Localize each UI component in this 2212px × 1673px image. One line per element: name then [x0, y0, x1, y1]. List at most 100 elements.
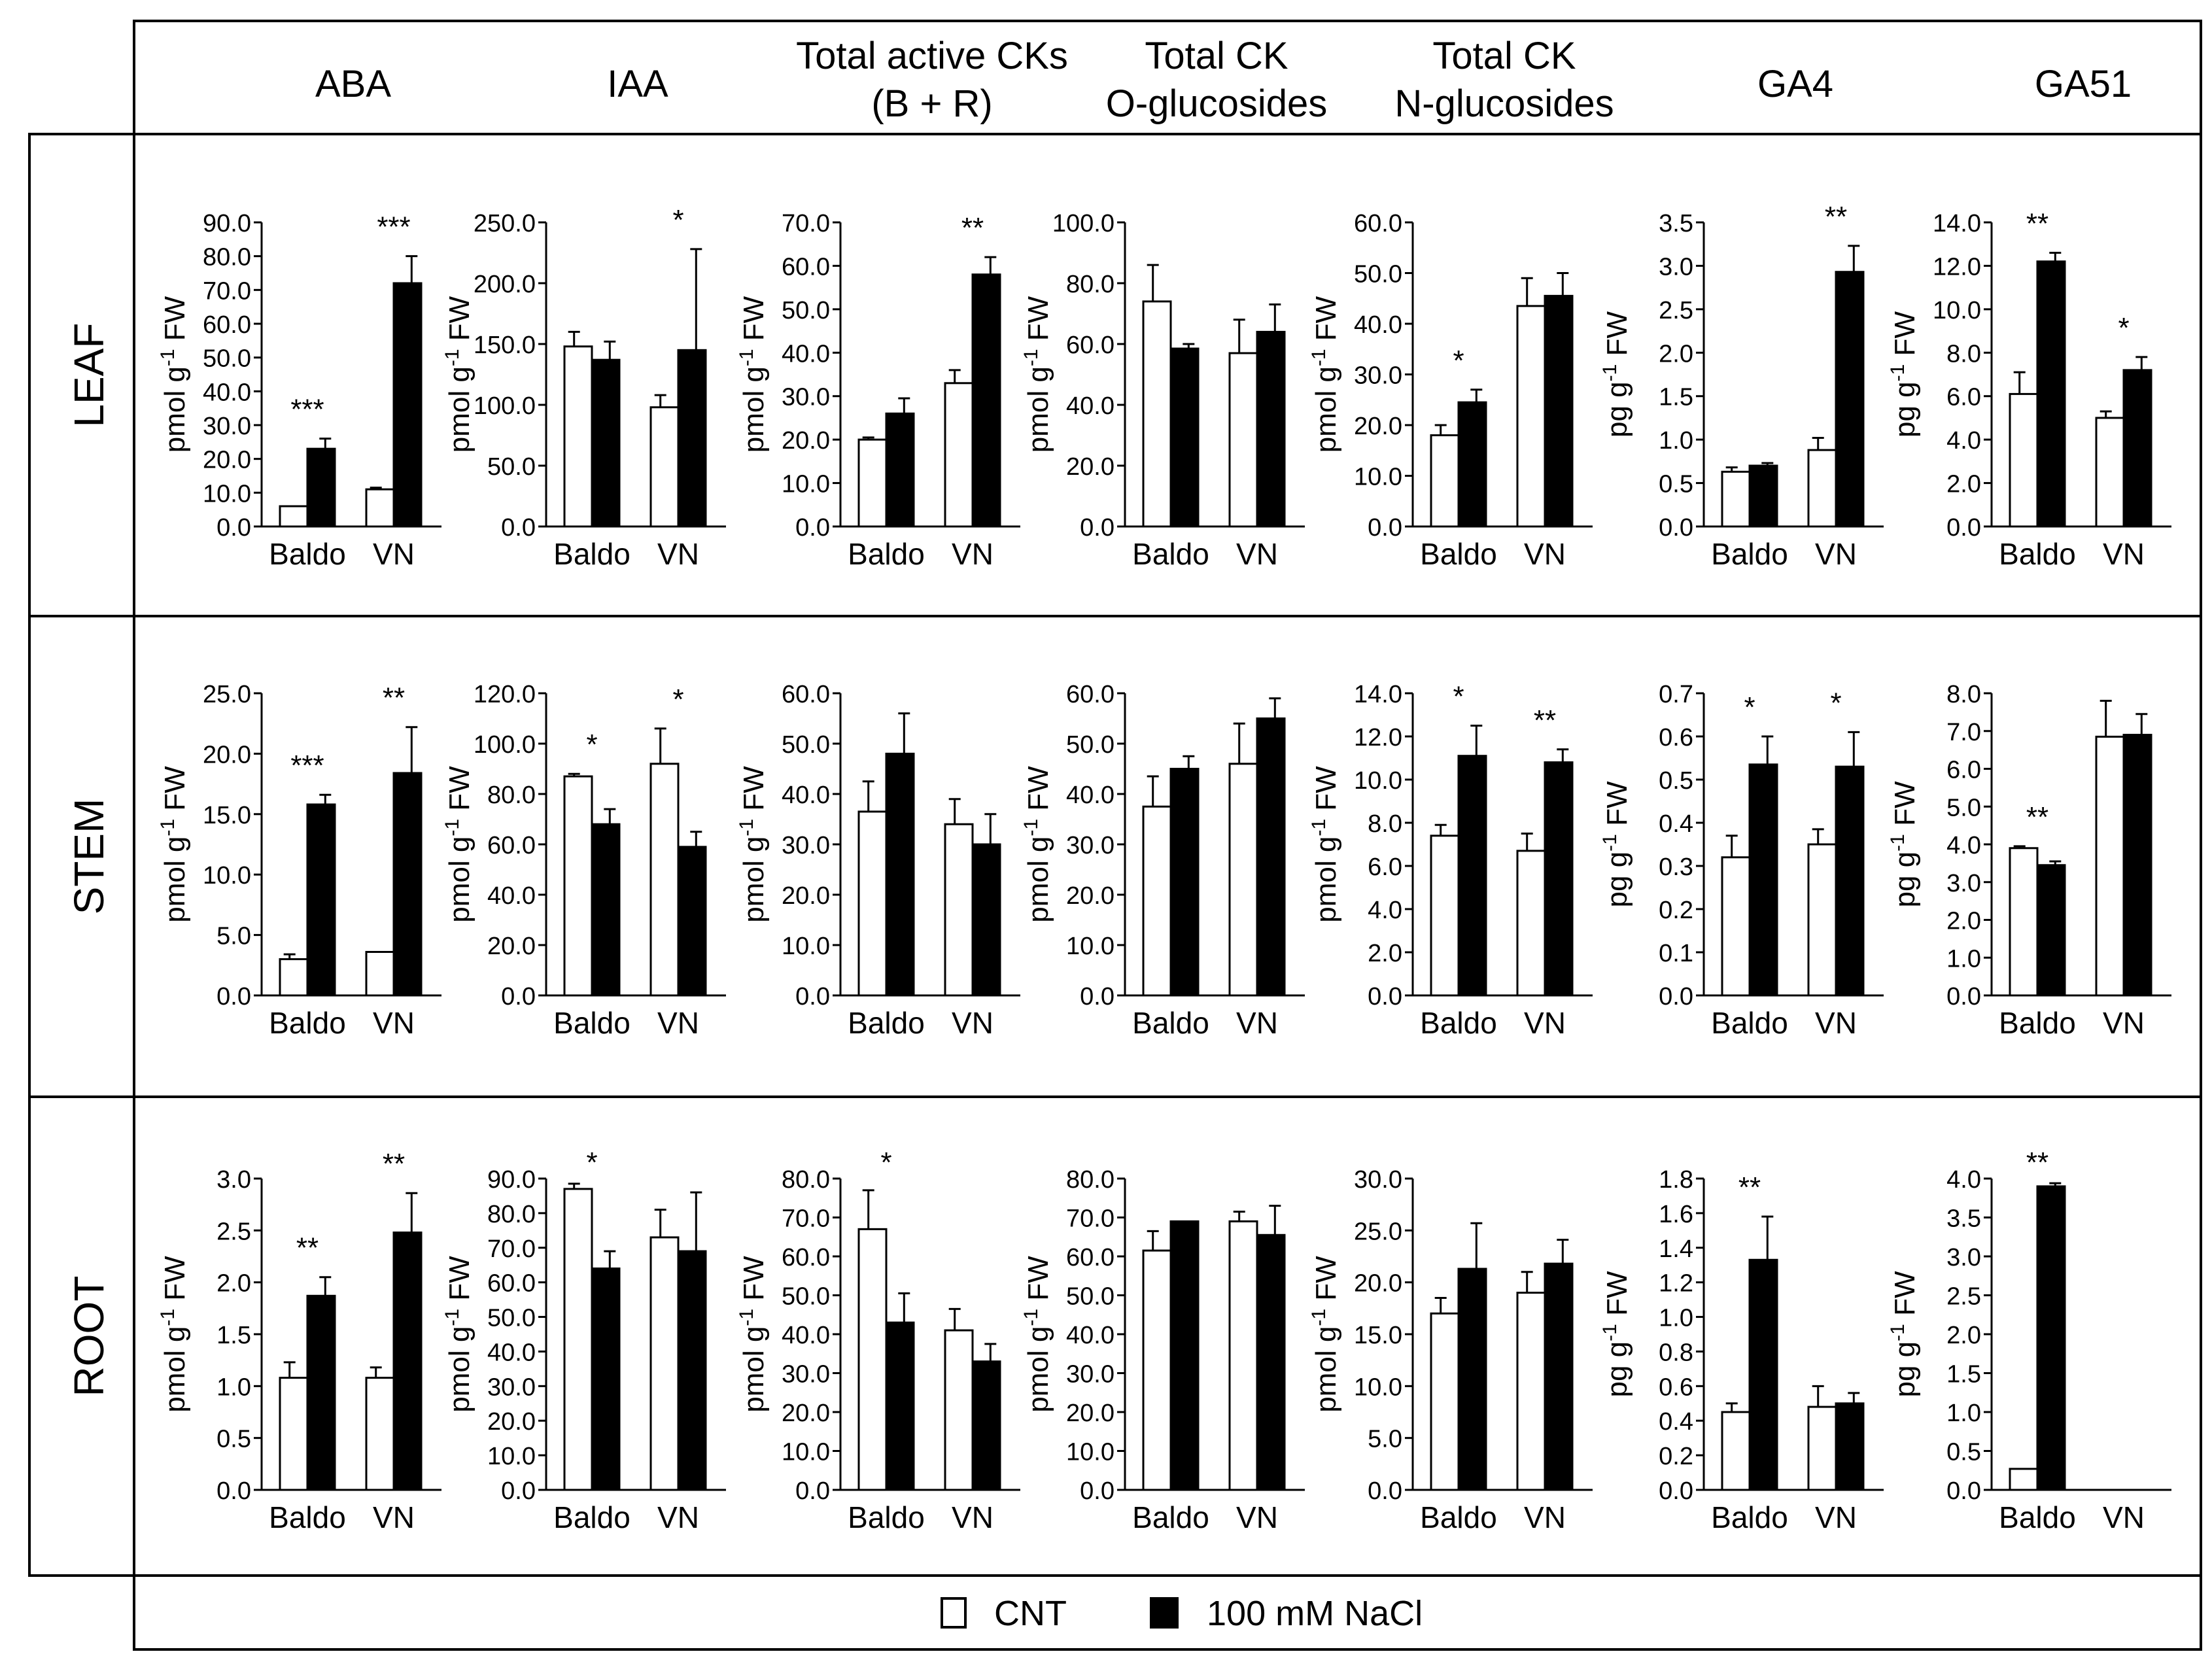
y-tick-label: 4.0: [1368, 897, 1402, 924]
bar-cnt: [365, 1377, 395, 1491]
y-tick-label: 70.0: [1066, 1205, 1115, 1233]
x-category-label: Baldo: [1132, 537, 1209, 571]
bar-cnt: [1721, 856, 1751, 997]
y-axis-label-sup: -1: [1599, 364, 1621, 382]
bar-nacl: [2122, 369, 2152, 528]
bar-cnt: [1430, 434, 1460, 528]
y-tick-label: 12.0: [1354, 724, 1402, 751]
column-header: GA4: [1757, 63, 1833, 105]
y-axis-label-sup: -1: [441, 349, 463, 366]
y-tick-label: 1.5: [1946, 1361, 1981, 1388]
bar-cnt: [2009, 847, 2039, 997]
legend-label-nacl: 100 mM NaCl: [1207, 1594, 1423, 1633]
y-axis-label-sup: -1: [157, 1309, 179, 1326]
x-category-label: VN: [952, 1500, 994, 1534]
bar-cnt: [279, 505, 309, 528]
x-category-label: VN: [1236, 1500, 1278, 1534]
y-tick-label: 50.0: [1354, 261, 1402, 288]
y-tick-label: 4.0: [1946, 1166, 1981, 1194]
x-category-label: Baldo: [1999, 1006, 2076, 1040]
y-tick-label: 50.0: [487, 1305, 536, 1332]
y-tick-label: 30.0: [1066, 832, 1115, 859]
figure-frame: [28, 20, 2202, 1651]
y-tick-label: 120.0: [474, 681, 536, 708]
y-tick-label: 4.0: [1946, 832, 1981, 859]
y-axis-label-sup: -1: [1308, 819, 1330, 836]
bar-nacl: [677, 1250, 707, 1491]
y-tick-label: 7.0: [1946, 719, 1981, 746]
bar-cnt: [1807, 1406, 1837, 1491]
y-axis-label-sup: -1: [1599, 834, 1621, 852]
bar-nacl: [1256, 330, 1286, 528]
y-tick-label: 0.0: [501, 983, 536, 1010]
significance-marker: *: [672, 204, 683, 236]
y-tick-label: 1.4: [1659, 1235, 1693, 1263]
bar-cnt: [1516, 1292, 1546, 1491]
y-tick-label: 30.0: [1066, 1361, 1115, 1388]
significance-marker: **: [296, 1232, 319, 1264]
x-category-label: VN: [373, 1500, 415, 1534]
y-tick-label: 90.0: [487, 1166, 536, 1194]
y-axis-label: pmol g-1 FW: [736, 296, 770, 453]
x-category-label: Baldo: [553, 537, 631, 571]
x-category-label: Baldo: [848, 537, 925, 571]
y-tick-label: 40.0: [1066, 1322, 1115, 1349]
y-axis-label-part: pg g: [1601, 1341, 1633, 1398]
y-tick-label: 60.0: [782, 253, 830, 281]
bar-cnt: [1807, 843, 1837, 997]
y-axis-label-part: FW: [1310, 766, 1342, 819]
x-category-label: Baldo: [553, 1006, 631, 1040]
significance-marker: *: [1744, 691, 1755, 723]
x-category-label: VN: [952, 1006, 994, 1040]
y-tick-label: 80.0: [487, 1201, 536, 1228]
significance-marker: *: [1453, 345, 1464, 377]
y-axis-label-part: FW: [159, 1256, 191, 1309]
panel-stem-4: 0.0 2.0 4.0 6.0 8.0 10.0 12.0 14.0 pmol g-1 FW * B…: [1308, 681, 1593, 1040]
x-category-label: VN: [1524, 1006, 1566, 1040]
bar-nacl: [1169, 768, 1200, 997]
y-tick-label: 20.0: [1354, 413, 1402, 440]
y-axis-label-sup: -1: [157, 819, 179, 836]
panel-root-1: 0.0 10.0 20.0 30.0 40.0 50.0 60.0 70.0 80.0 90.0 p…: [441, 1147, 726, 1534]
y-tick-label: 10.0: [203, 480, 251, 508]
y-tick-label: 10.0: [782, 933, 830, 960]
y-tick-label: 90.0: [203, 210, 251, 237]
y-tick-label: 5.0: [216, 923, 251, 950]
y-tick-label: 0.5: [1659, 471, 1693, 498]
y-axis-label-sup: -1: [1308, 1309, 1330, 1326]
legend-label-cnt: CNT: [994, 1594, 1067, 1633]
y-axis-label-part: FW: [1889, 781, 1921, 834]
y-axis-label: pmol g-1 FW: [1020, 1256, 1054, 1413]
y-axis-label-part: FW: [1889, 1271, 1921, 1324]
bar-nacl: [971, 273, 1001, 528]
x-category-label: Baldo: [1132, 1006, 1209, 1040]
y-axis-label-part: FW: [1022, 766, 1054, 819]
panel-leaf-0: 0.0 10.0 20.0 30.0 40.0 50.0 60.0 70.0 80.0 90.0 p…: [157, 210, 441, 571]
y-axis-label-part: FW: [738, 1256, 770, 1309]
bar-nacl: [392, 772, 423, 997]
y-tick-label: 30.0: [1354, 362, 1402, 390]
significance-marker: **: [1738, 1171, 1761, 1203]
y-axis-label-part: pmol g: [1022, 836, 1054, 923]
y-tick-label: 0.0: [795, 983, 830, 1010]
bar-nacl: [1169, 347, 1200, 528]
y-tick-label: 20.0: [1066, 1400, 1115, 1427]
y-axis-label: pg g-1 FW: [1599, 311, 1633, 438]
panel-root-0: 0.0 0.5 1.0 1.5 2.0 2.5 3.0 pmol g-1 FW ** Baldo *…: [157, 1148, 441, 1534]
y-axis-label-part: pmol g: [1310, 836, 1342, 923]
column-header: GA51: [2035, 63, 2132, 105]
x-category-label: Baldo: [848, 1500, 925, 1534]
y-axis-label: pmol g-1 FW: [736, 1256, 770, 1413]
y-tick-label: 200.0: [474, 271, 536, 298]
y-axis-label-part: FW: [1022, 1256, 1054, 1309]
y-axis-label-part: pmol g: [1310, 1326, 1342, 1413]
y-tick-label: 0.4: [1659, 1408, 1693, 1436]
y-tick-label: 10.0: [1354, 1373, 1402, 1401]
y-tick-label: 30.0: [782, 384, 830, 411]
significance-marker: **: [1825, 201, 1847, 233]
x-category-label: Baldo: [1711, 537, 1788, 571]
y-tick-label: 10.0: [203, 862, 251, 889]
y-axis-label-sup: -1: [736, 1309, 757, 1326]
y-axis-label-part: FW: [1601, 311, 1633, 364]
